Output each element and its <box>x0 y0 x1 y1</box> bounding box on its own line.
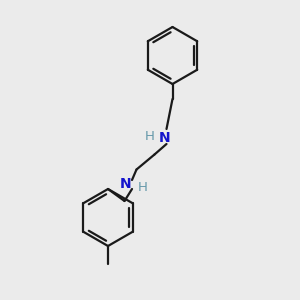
Text: N: N <box>159 131 171 145</box>
Text: H: H <box>138 181 147 194</box>
Text: N: N <box>120 178 132 191</box>
Text: H: H <box>145 130 155 143</box>
